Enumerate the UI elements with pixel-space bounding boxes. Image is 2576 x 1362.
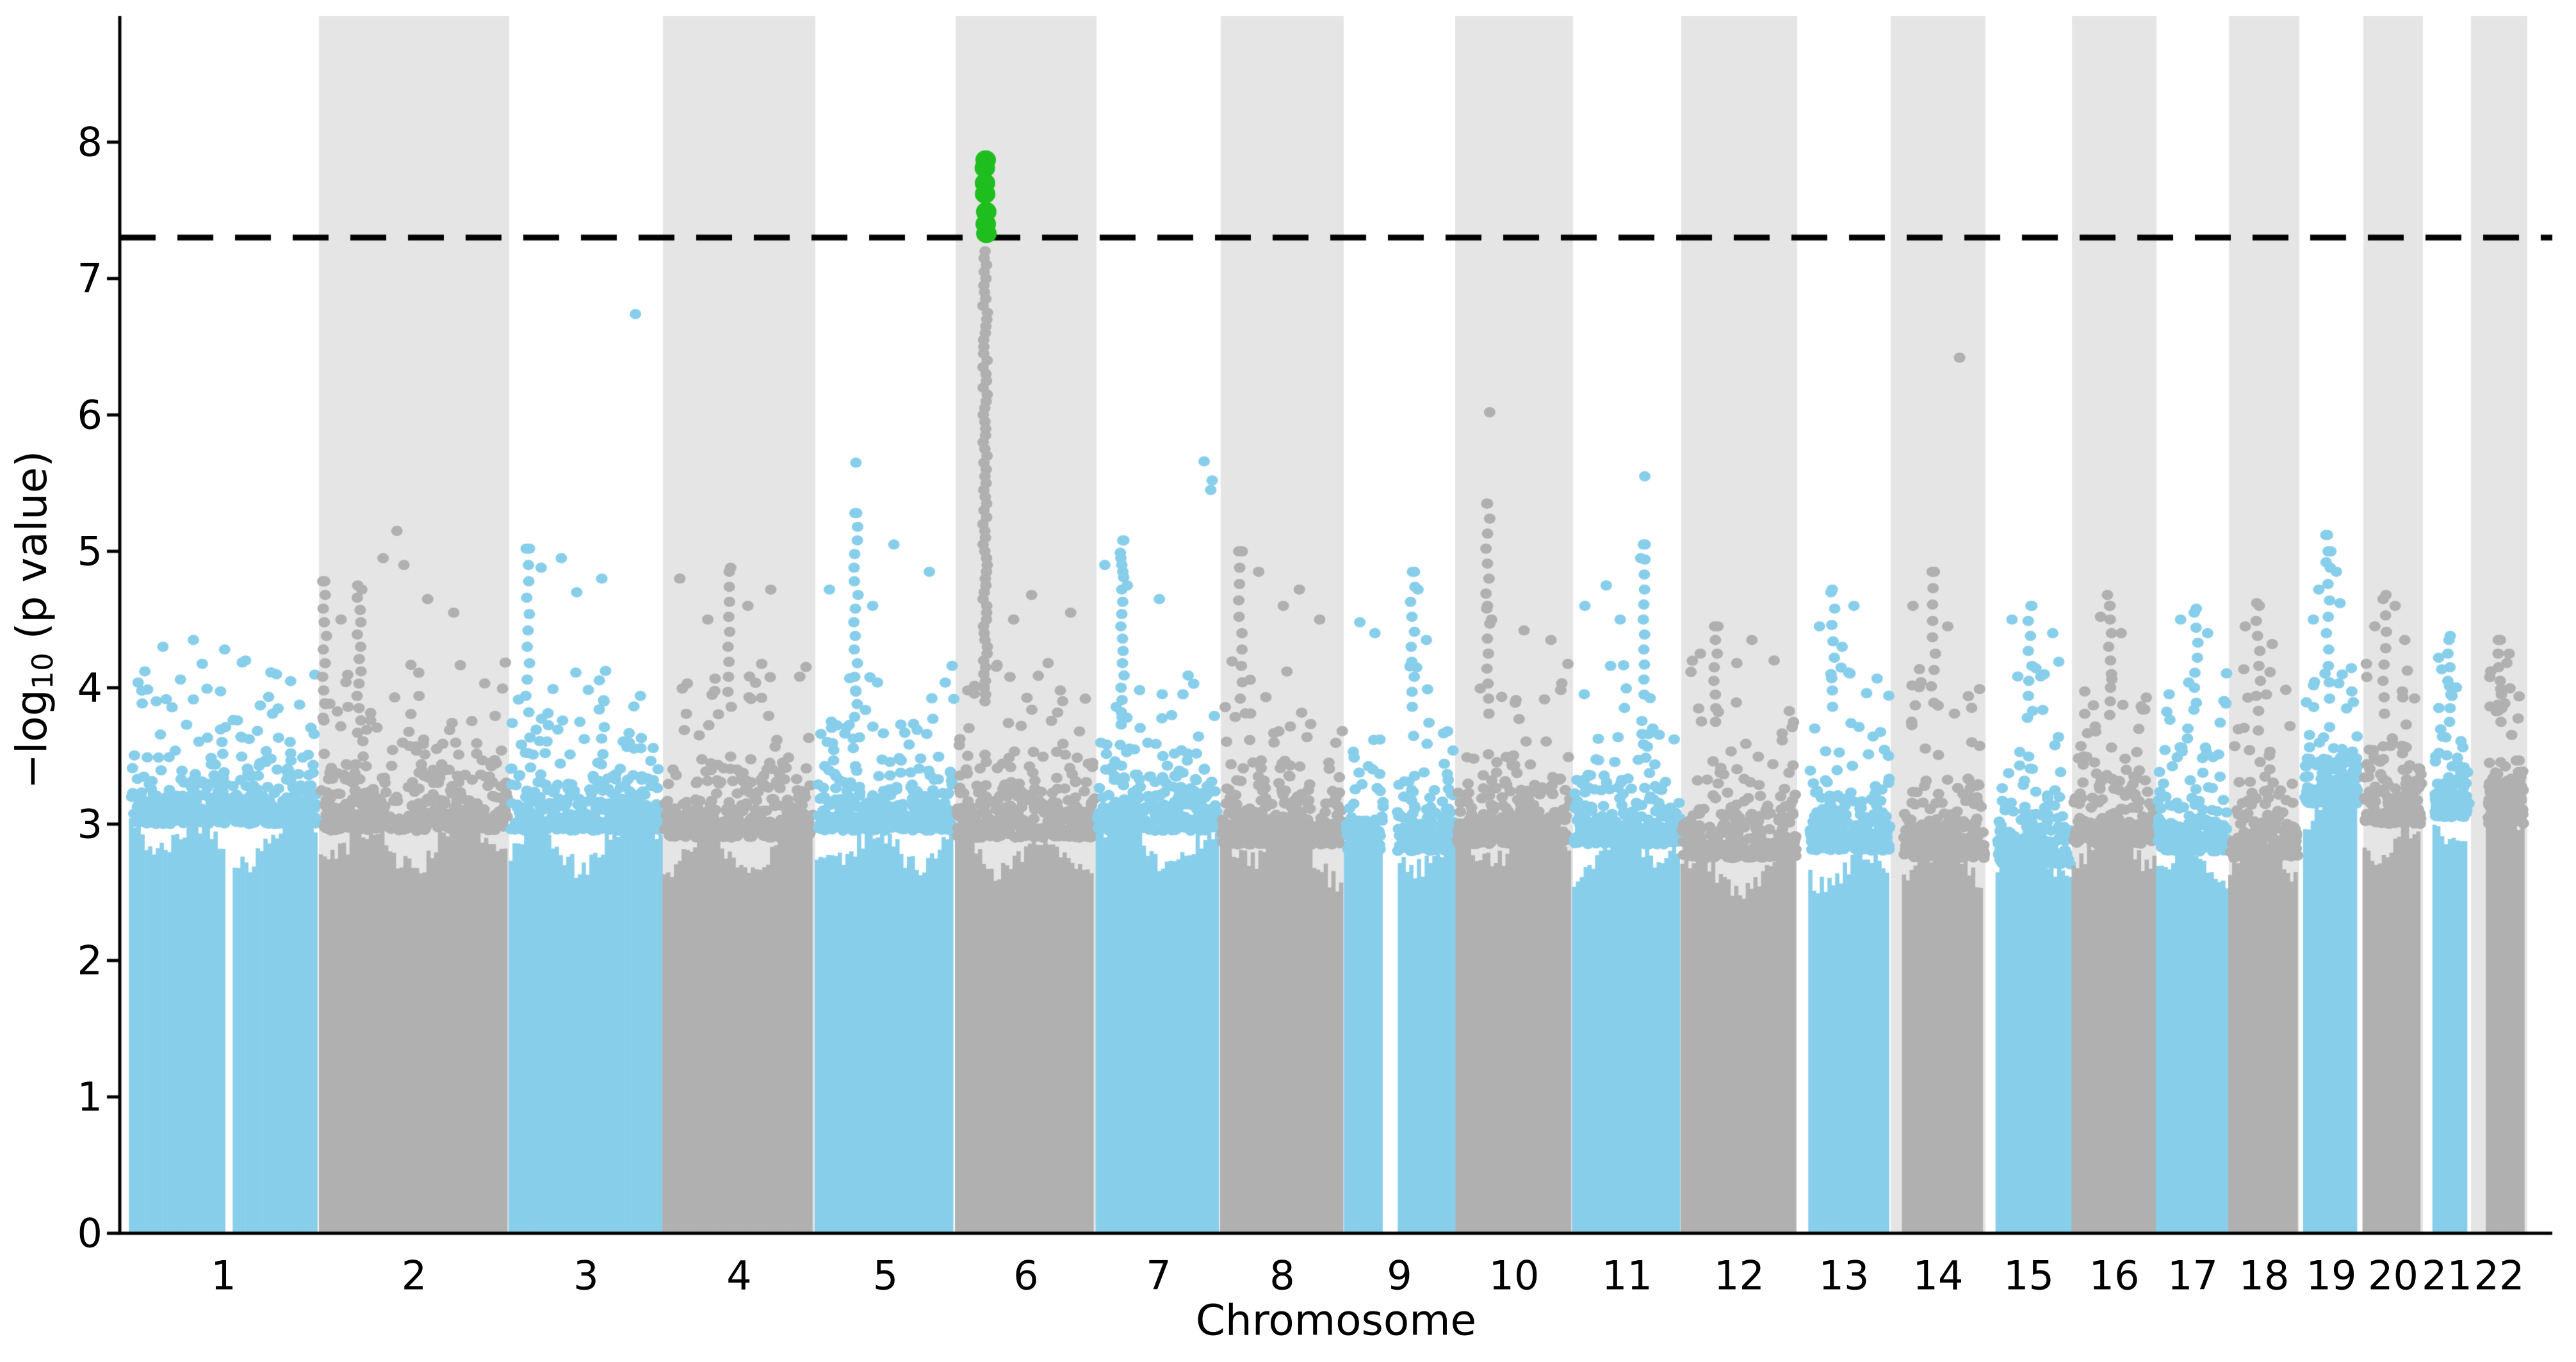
x-tick-label-chr4: 4	[726, 1252, 752, 1299]
y-tick-label-2: 2	[77, 937, 102, 984]
y-tick-label-5: 5	[77, 528, 102, 575]
x-tick-label-chr10: 10	[1488, 1252, 1540, 1299]
x-tick-label-chr20: 20	[2368, 1252, 2418, 1299]
x-tick-label-chr17: 17	[2167, 1252, 2218, 1299]
x-tick-label-chr19: 19	[2306, 1252, 2357, 1299]
y-axis-label: −log10 (p value)	[7, 451, 60, 790]
x-tick-label-chr15: 15	[2003, 1252, 2054, 1299]
y-tick-label-4: 4	[77, 664, 102, 711]
y-tick-label-1: 1	[77, 1073, 102, 1121]
x-tick-label-chr16: 16	[2089, 1252, 2140, 1299]
y-axis-label-suffix: (p value)	[7, 450, 57, 653]
x-tick-label-chr9: 9	[1387, 1252, 1412, 1299]
x-tick-label-chr8: 8	[1269, 1252, 1295, 1299]
y-tick-label-0: 0	[77, 1210, 102, 1257]
x-tick-label-chr11: 11	[1602, 1252, 1652, 1299]
y-tick-label-3: 3	[77, 800, 102, 848]
y-tick-label-7: 7	[77, 255, 102, 302]
x-tick-label-chr14: 14	[1912, 1252, 1964, 1299]
x-tick-label-chr2: 2	[401, 1252, 427, 1299]
x-tick-label-chr6: 6	[1013, 1252, 1039, 1299]
x-tick-label-chr5: 5	[872, 1252, 899, 1299]
x-tick-label-chr22: 22	[2474, 1252, 2525, 1299]
x-tick-label-chr12: 12	[1714, 1252, 1765, 1299]
x-tick-label-chr1: 1	[211, 1252, 236, 1299]
x-tick-label-chr21: 21	[2422, 1252, 2472, 1299]
y-axis-label-subscript: 10	[25, 653, 60, 690]
x-tick-label-chr3: 3	[573, 1252, 599, 1299]
x-axis-label: Chromosome	[1195, 1295, 1477, 1345]
x-tick-label-chr18: 18	[2238, 1252, 2290, 1299]
y-tick-label-6: 6	[77, 391, 102, 439]
y-tick-label-8: 8	[77, 118, 102, 166]
y-axis-label-prefix: −log	[7, 689, 57, 790]
x-tick-label-chr7: 7	[1146, 1252, 1171, 1299]
x-tick-label-chr13: 13	[1818, 1252, 1870, 1299]
